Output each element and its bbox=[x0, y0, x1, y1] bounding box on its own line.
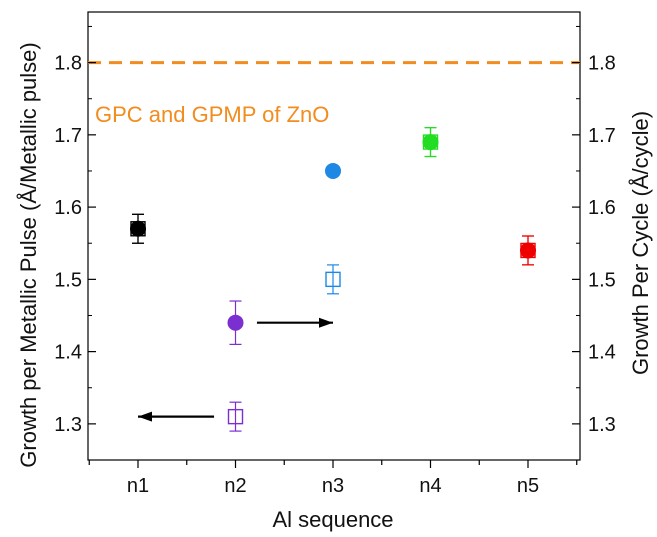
reference-line-label: GPC and GPMP of ZnO bbox=[95, 102, 329, 127]
y-axis-title-left: Growth per Metallic Pulse (Å/Metallic pu… bbox=[16, 42, 41, 467]
point-circle-n3 bbox=[325, 162, 341, 179]
x-tick-label-n4: n4 bbox=[419, 475, 441, 497]
y-tick-label-right: 1.7 bbox=[588, 125, 616, 147]
x-tick-label-n2: n2 bbox=[224, 475, 246, 497]
x-tick-label-n3: n3 bbox=[322, 475, 344, 497]
y-tick-label-right: 1.8 bbox=[588, 53, 616, 75]
y-tick-label-right: 1.6 bbox=[588, 197, 616, 219]
y-tick-label-left: 1.6 bbox=[54, 197, 82, 219]
y-tick-label-left: 1.8 bbox=[54, 53, 82, 75]
y-tick-label-right: 1.4 bbox=[588, 342, 616, 364]
x-tick-label-n1: n1 bbox=[127, 475, 149, 497]
y-tick-label-right: 1.5 bbox=[588, 269, 616, 291]
arrows-layer bbox=[138, 317, 333, 422]
point-circle-n5 bbox=[520, 242, 536, 259]
y-tick-label-left: 1.7 bbox=[54, 125, 82, 147]
plot-border bbox=[87, 11, 581, 461]
axis-ticks-layer: 1.3 1.3 1.4 1.4 1.5 1.5 1.6 1.6 1.7 1.7 1.8 1.8 n1 n2… bbox=[54, 25, 616, 497]
y-axis-title-right: Growth Per Cycle (Å/cycle) bbox=[628, 111, 653, 375]
point-circle-n2 bbox=[227, 314, 244, 331]
x-tick-label-n5: n5 bbox=[517, 475, 539, 497]
point-square-n1 bbox=[130, 221, 146, 237]
arrow-head-1 bbox=[319, 317, 333, 328]
y-tick-label-left: 1.5 bbox=[54, 269, 82, 291]
y-tick-label-left: 1.3 bbox=[54, 414, 82, 436]
y-tick-label-right: 1.3 bbox=[588, 414, 616, 436]
point-square-n5 bbox=[520, 242, 536, 259]
y-tick-label-left: 1.4 bbox=[54, 342, 82, 364]
point-circle-n4 bbox=[422, 134, 439, 151]
x-axis-title: Al sequence bbox=[272, 507, 393, 532]
point-square-n2 bbox=[227, 408, 244, 425]
point-square-n4 bbox=[422, 134, 439, 150]
plot-frame bbox=[87, 11, 581, 461]
arrow-head-2 bbox=[138, 411, 152, 422]
point-circle-n1 bbox=[130, 220, 146, 237]
point-square-n3 bbox=[325, 271, 341, 288]
data-points-layer bbox=[130, 134, 536, 425]
